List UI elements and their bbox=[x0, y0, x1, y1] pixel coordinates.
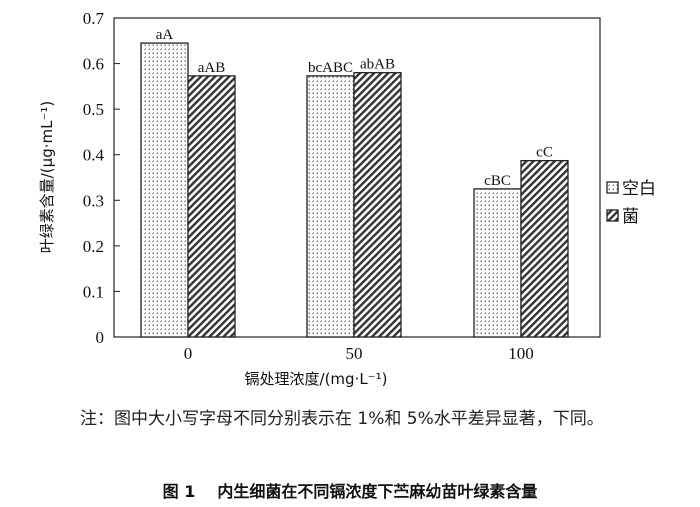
legend-label-1: 菌 bbox=[622, 207, 639, 227]
x-tick-label-1: 50 bbox=[346, 344, 363, 363]
y-tick-label-0: 0 bbox=[96, 328, 105, 347]
y-tick-label-7: 0.7 bbox=[83, 9, 105, 28]
y-tick-label-1: 0.1 bbox=[83, 282, 104, 301]
figure-number: 图 1 bbox=[162, 482, 196, 501]
bar-1-2 bbox=[520, 159, 569, 338]
y-tick-label-6: 0.6 bbox=[83, 55, 104, 74]
bar-1-0 bbox=[187, 75, 236, 338]
legend-swatch-1 bbox=[606, 209, 619, 222]
bar-label-0-2: cBC bbox=[484, 173, 511, 189]
bar-0-0 bbox=[140, 42, 189, 338]
bar-0-2 bbox=[473, 188, 522, 338]
axes: 0 0.1 0.2 0.3 0.4 0.5 0.6 0.7 0 50 100 叶绿素含量/(μg·mL… bbox=[38, 9, 601, 388]
legend: 空白菌 bbox=[606, 179, 656, 227]
x-tick-label-2: 100 bbox=[508, 344, 534, 363]
bar-label-1-1: abAB bbox=[360, 57, 395, 73]
bar-1-1 bbox=[353, 72, 402, 338]
x-tick-label-0: 0 bbox=[184, 344, 193, 363]
bar-label-0-1: bcABC bbox=[308, 60, 353, 76]
figure-note: 注：图中大小写字母不同分别表示在 1%和 5%水平差异显著，下同。 bbox=[80, 409, 604, 429]
bar-label-1-0: aAB bbox=[198, 60, 226, 76]
legend-label-0: 空白 bbox=[622, 179, 656, 199]
bar-label-1-2: cC bbox=[536, 145, 553, 161]
bar-chart: 0 0.1 0.2 0.3 0.4 0.5 0.6 0.7 0 50 100 叶绿素含量/(μg·mL… bbox=[38, 9, 656, 388]
legend-swatch-0 bbox=[606, 181, 619, 194]
y-tick-label-5: 0.5 bbox=[83, 100, 104, 119]
bar-label-0-0: aA bbox=[156, 27, 174, 43]
bars bbox=[140, 42, 569, 338]
bar-labels: aA bcABC cBC aAB abAB cC bbox=[156, 27, 553, 189]
bar-0-1 bbox=[306, 75, 355, 338]
figure-caption: 图 1 内生细菌在不同镉浓度下苎麻幼苗叶绿素含量 bbox=[0, 478, 700, 502]
y-tick-label-4: 0.4 bbox=[83, 146, 105, 165]
x-axis-title: 镉处理浓度/(mg·L⁻¹) bbox=[245, 370, 388, 388]
y-tick-label-2: 0.2 bbox=[83, 237, 104, 256]
y-tick-label-3: 0.3 bbox=[83, 191, 104, 210]
y-axis-title: 叶绿素含量/(μg·mL⁻¹) bbox=[38, 101, 56, 254]
figure-title: 内生细菌在不同镉浓度下苎麻幼苗叶绿素含量 bbox=[217, 482, 538, 501]
